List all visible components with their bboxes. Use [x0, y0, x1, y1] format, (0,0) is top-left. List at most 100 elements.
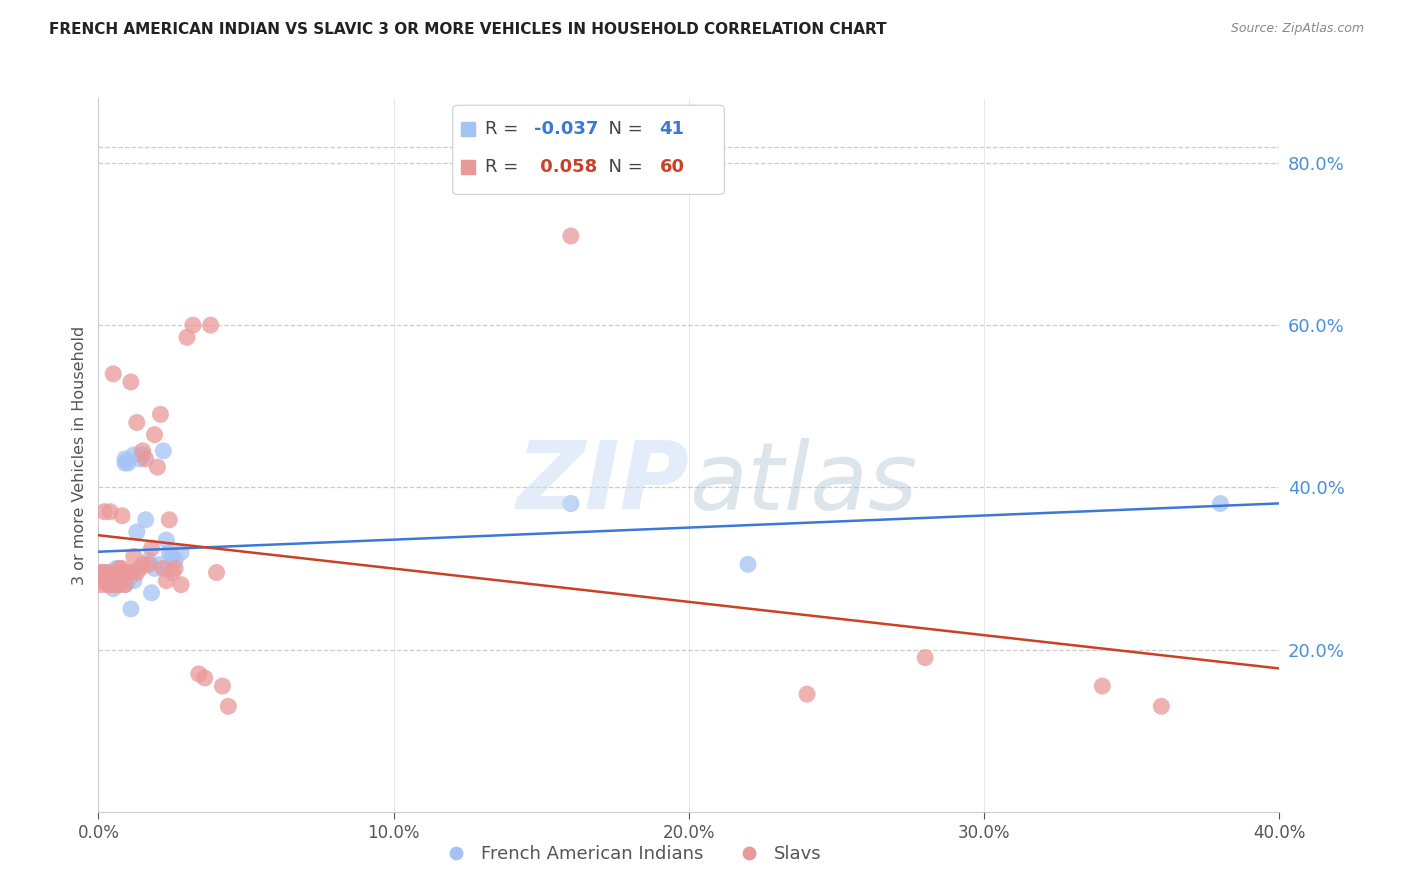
Point [96, 574, 118, 588]
Point [108, 561, 131, 575]
Point [200, 318, 222, 333]
Point [194, 671, 217, 685]
Point [117, 566, 139, 580]
Point [120, 602, 142, 616]
Point [560, 497, 582, 511]
Point [125, 524, 148, 539]
Point [165, 553, 187, 567]
Point [103, 569, 125, 583]
Point [122, 448, 145, 462]
Point [122, 549, 145, 564]
Point [103, 574, 125, 588]
FancyBboxPatch shape [453, 105, 724, 194]
Point [114, 577, 136, 591]
Point [108, 566, 131, 580]
Point [114, 577, 136, 591]
Point [141, 586, 163, 600]
Point [737, 558, 759, 572]
Point [796, 687, 818, 701]
Point [111, 566, 134, 580]
Point [108, 574, 131, 588]
Point [157, 513, 180, 527]
Text: FRENCH AMERICAN INDIAN VS SLAVIC 3 OR MORE VEHICLES IN HOUSEHOLD CORRELATION CHA: FRENCH AMERICAN INDIAN VS SLAVIC 3 OR MO… [49, 22, 887, 37]
Point [105, 569, 128, 583]
Text: -0.037: -0.037 [534, 120, 599, 137]
Point [122, 574, 145, 588]
Point [143, 427, 166, 442]
Point [152, 443, 174, 458]
Point [125, 566, 148, 580]
Point [117, 574, 139, 588]
Point [98, 569, 121, 583]
Point [155, 533, 177, 547]
Point [90, 577, 112, 591]
Point [98, 577, 121, 591]
Point [114, 566, 136, 580]
Point [96, 569, 118, 583]
Point [90, 566, 112, 580]
Point [149, 558, 172, 572]
Point [111, 569, 134, 583]
Point [560, 229, 582, 244]
Point [205, 566, 228, 580]
Point [135, 513, 157, 527]
Point [138, 558, 160, 572]
Point [117, 456, 139, 470]
Point [1091, 679, 1114, 693]
Legend: French American Indians, Slavs: French American Indians, Slavs [430, 838, 830, 871]
Text: 41: 41 [659, 120, 685, 137]
Point [96, 569, 118, 583]
Point [98, 577, 121, 591]
Point [165, 561, 187, 575]
Point [93, 566, 115, 580]
Point [132, 443, 155, 458]
Text: N =: N = [596, 159, 648, 177]
Point [170, 545, 193, 559]
Text: 0.058: 0.058 [534, 159, 598, 177]
Y-axis label: 3 or more Vehicles in Household: 3 or more Vehicles in Household [72, 326, 87, 584]
Point [141, 541, 163, 556]
Point [128, 452, 150, 467]
Point [111, 561, 134, 575]
Point [108, 569, 131, 583]
Text: Source: ZipAtlas.com: Source: ZipAtlas.com [1230, 22, 1364, 36]
Point [98, 505, 121, 519]
Point [105, 561, 128, 575]
Point [132, 558, 155, 572]
Point [103, 574, 125, 588]
Point [108, 577, 131, 591]
Text: N =: N = [596, 120, 648, 137]
Point [152, 561, 174, 575]
Point [114, 456, 136, 470]
Point [187, 666, 209, 681]
Point [96, 566, 118, 580]
Point [103, 367, 125, 381]
Point [1209, 497, 1232, 511]
Point [135, 452, 157, 467]
Point [155, 574, 177, 588]
Text: atlas: atlas [689, 438, 917, 529]
Point [105, 566, 128, 580]
Point [103, 577, 125, 591]
Point [162, 566, 183, 580]
Point [105, 577, 128, 591]
Point [181, 318, 204, 333]
Point [111, 574, 134, 588]
Point [120, 566, 142, 580]
Point [217, 699, 239, 714]
Point [176, 330, 198, 344]
Text: R =: R = [485, 120, 523, 137]
Point [132, 448, 155, 462]
Point [93, 505, 115, 519]
Point [114, 452, 136, 467]
Point [149, 408, 172, 422]
Point [170, 577, 193, 591]
Point [143, 561, 166, 575]
Point [138, 553, 160, 567]
Point [125, 416, 148, 430]
Point [128, 561, 150, 575]
Text: 60: 60 [659, 159, 685, 177]
Text: ZIP: ZIP [516, 437, 689, 530]
Point [1150, 699, 1173, 714]
Point [117, 566, 139, 580]
